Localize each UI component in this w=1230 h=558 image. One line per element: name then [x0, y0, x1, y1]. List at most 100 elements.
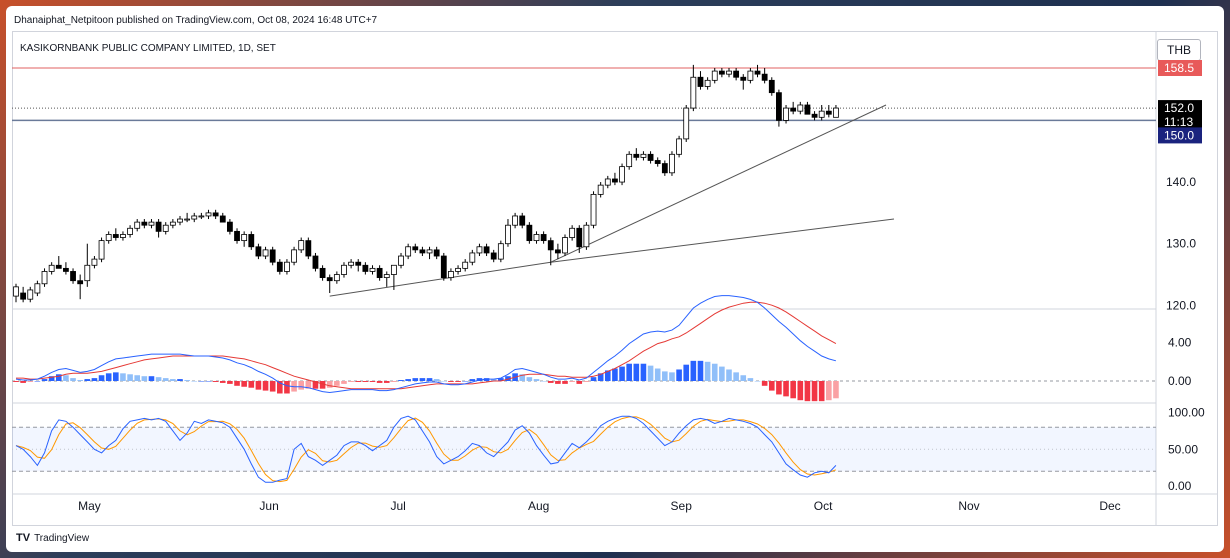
macd-histogram-bar: [654, 368, 661, 381]
candle-body: [20, 292, 27, 300]
time-axis-label: Aug: [528, 499, 549, 513]
candle-body: [219, 215, 226, 223]
candle-body: [676, 138, 682, 155]
candle-body: [497, 243, 504, 260]
chart-card: Dhanaiphat_Netpitoon published on Tradin…: [6, 6, 1224, 552]
macd-histogram-bar: [711, 363, 718, 381]
candle-body: [597, 184, 604, 195]
candle-body: [112, 234, 119, 238]
candle: [234, 228, 240, 244]
macd-histogram-bar: [48, 376, 55, 381]
candle-body: [540, 234, 547, 242]
candle-body: [255, 246, 262, 257]
candle: [20, 286, 27, 303]
macd-signal-line: [16, 301, 837, 390]
macd-histogram-bar: [383, 381, 390, 383]
macd-histogram-bar: [55, 374, 62, 381]
candle-body: [298, 240, 305, 251]
candle-body: [262, 249, 269, 257]
macd-histogram-bar: [305, 381, 312, 389]
candle-body: [348, 261, 355, 266]
candle: [604, 175, 611, 189]
macd-histogram-bar: [13, 381, 19, 382]
candle: [683, 104, 690, 142]
macd-histogram-bar: [98, 375, 105, 381]
candle: [455, 265, 461, 275]
candle: [426, 246, 433, 260]
macd-histogram-bar: [683, 364, 690, 381]
candle-body: [811, 113, 818, 118]
candle: [626, 151, 633, 170]
candle-body: [63, 267, 69, 272]
uptrend-line-2: [550, 104, 887, 263]
candle-body: [469, 252, 476, 263]
stoch-tick-label: 100.00: [1168, 406, 1205, 420]
time-axis-label: Nov: [958, 499, 979, 513]
macd-histogram-bar: [341, 381, 347, 384]
candle: [526, 222, 533, 244]
candle-body: [704, 79, 711, 87]
macd-histogram-bar: [419, 378, 426, 381]
candle: [141, 219, 148, 229]
candle-body: [640, 153, 647, 158]
candle-body: [184, 218, 191, 221]
macd-histogram-bar: [647, 365, 654, 381]
candle-body: [726, 70, 732, 75]
chart-area[interactable]: [12, 31, 1218, 526]
macd-histogram-bar: [277, 381, 283, 394]
candle: [398, 252, 404, 269]
macd-tick-label: 4.00: [1168, 336, 1192, 350]
macd-histogram-bar: [790, 381, 796, 399]
macd-histogram-bar: [733, 372, 739, 381]
footer: TV TradingView: [16, 532, 89, 544]
macd-histogram-bar: [448, 381, 454, 382]
candle-body: [833, 107, 839, 118]
candle: [818, 104, 825, 121]
candle-body: [554, 249, 561, 254]
macd-histogram-bar: [761, 381, 768, 386]
macd-histogram-bar: [91, 378, 98, 381]
candle: [405, 243, 412, 260]
candle: [369, 265, 376, 275]
candle-body: [412, 246, 419, 251]
candle: [462, 259, 469, 272]
candle-body: [177, 218, 183, 223]
candle-body: [419, 249, 426, 254]
candle-body: [590, 193, 597, 226]
candle: [284, 259, 290, 275]
candle-body: [398, 255, 404, 266]
candle: [348, 259, 355, 269]
candle: [547, 237, 554, 266]
candle: [155, 219, 162, 238]
candle: [55, 256, 62, 269]
candle-body: [169, 221, 176, 226]
currency-button[interactable]: THB: [1157, 39, 1201, 61]
macd-histogram-bar: [833, 381, 839, 399]
candle: [483, 243, 490, 257]
candle: [661, 160, 668, 176]
candle: [48, 262, 55, 275]
macd-histogram-bar: [334, 381, 340, 386]
macd-histogram-bar: [198, 381, 205, 382]
candle: [811, 111, 818, 121]
candle: [120, 231, 126, 241]
macd-histogram-bar: [234, 381, 240, 386]
macd-histogram-bar: [669, 372, 675, 381]
macd-histogram-bar: [262, 381, 269, 391]
footer-brand[interactable]: TradingView: [34, 532, 90, 544]
candle-body: [448, 271, 454, 279]
macd-histogram-bar: [626, 363, 632, 381]
candle-body: [426, 249, 433, 254]
macd-histogram-bar: [41, 379, 48, 381]
macd-histogram-bar: [312, 381, 319, 389]
candle-body: [405, 246, 412, 257]
candle: [298, 237, 305, 253]
macd-histogram-bar: [113, 372, 119, 381]
stoch-tick-label: 0.00: [1168, 479, 1192, 493]
candle: [633, 148, 640, 161]
candle-body: [390, 264, 397, 275]
candle-body: [127, 227, 133, 235]
tradingview-logo-icon[interactable]: TV: [16, 532, 31, 544]
macd-histogram-bar: [498, 378, 504, 381]
